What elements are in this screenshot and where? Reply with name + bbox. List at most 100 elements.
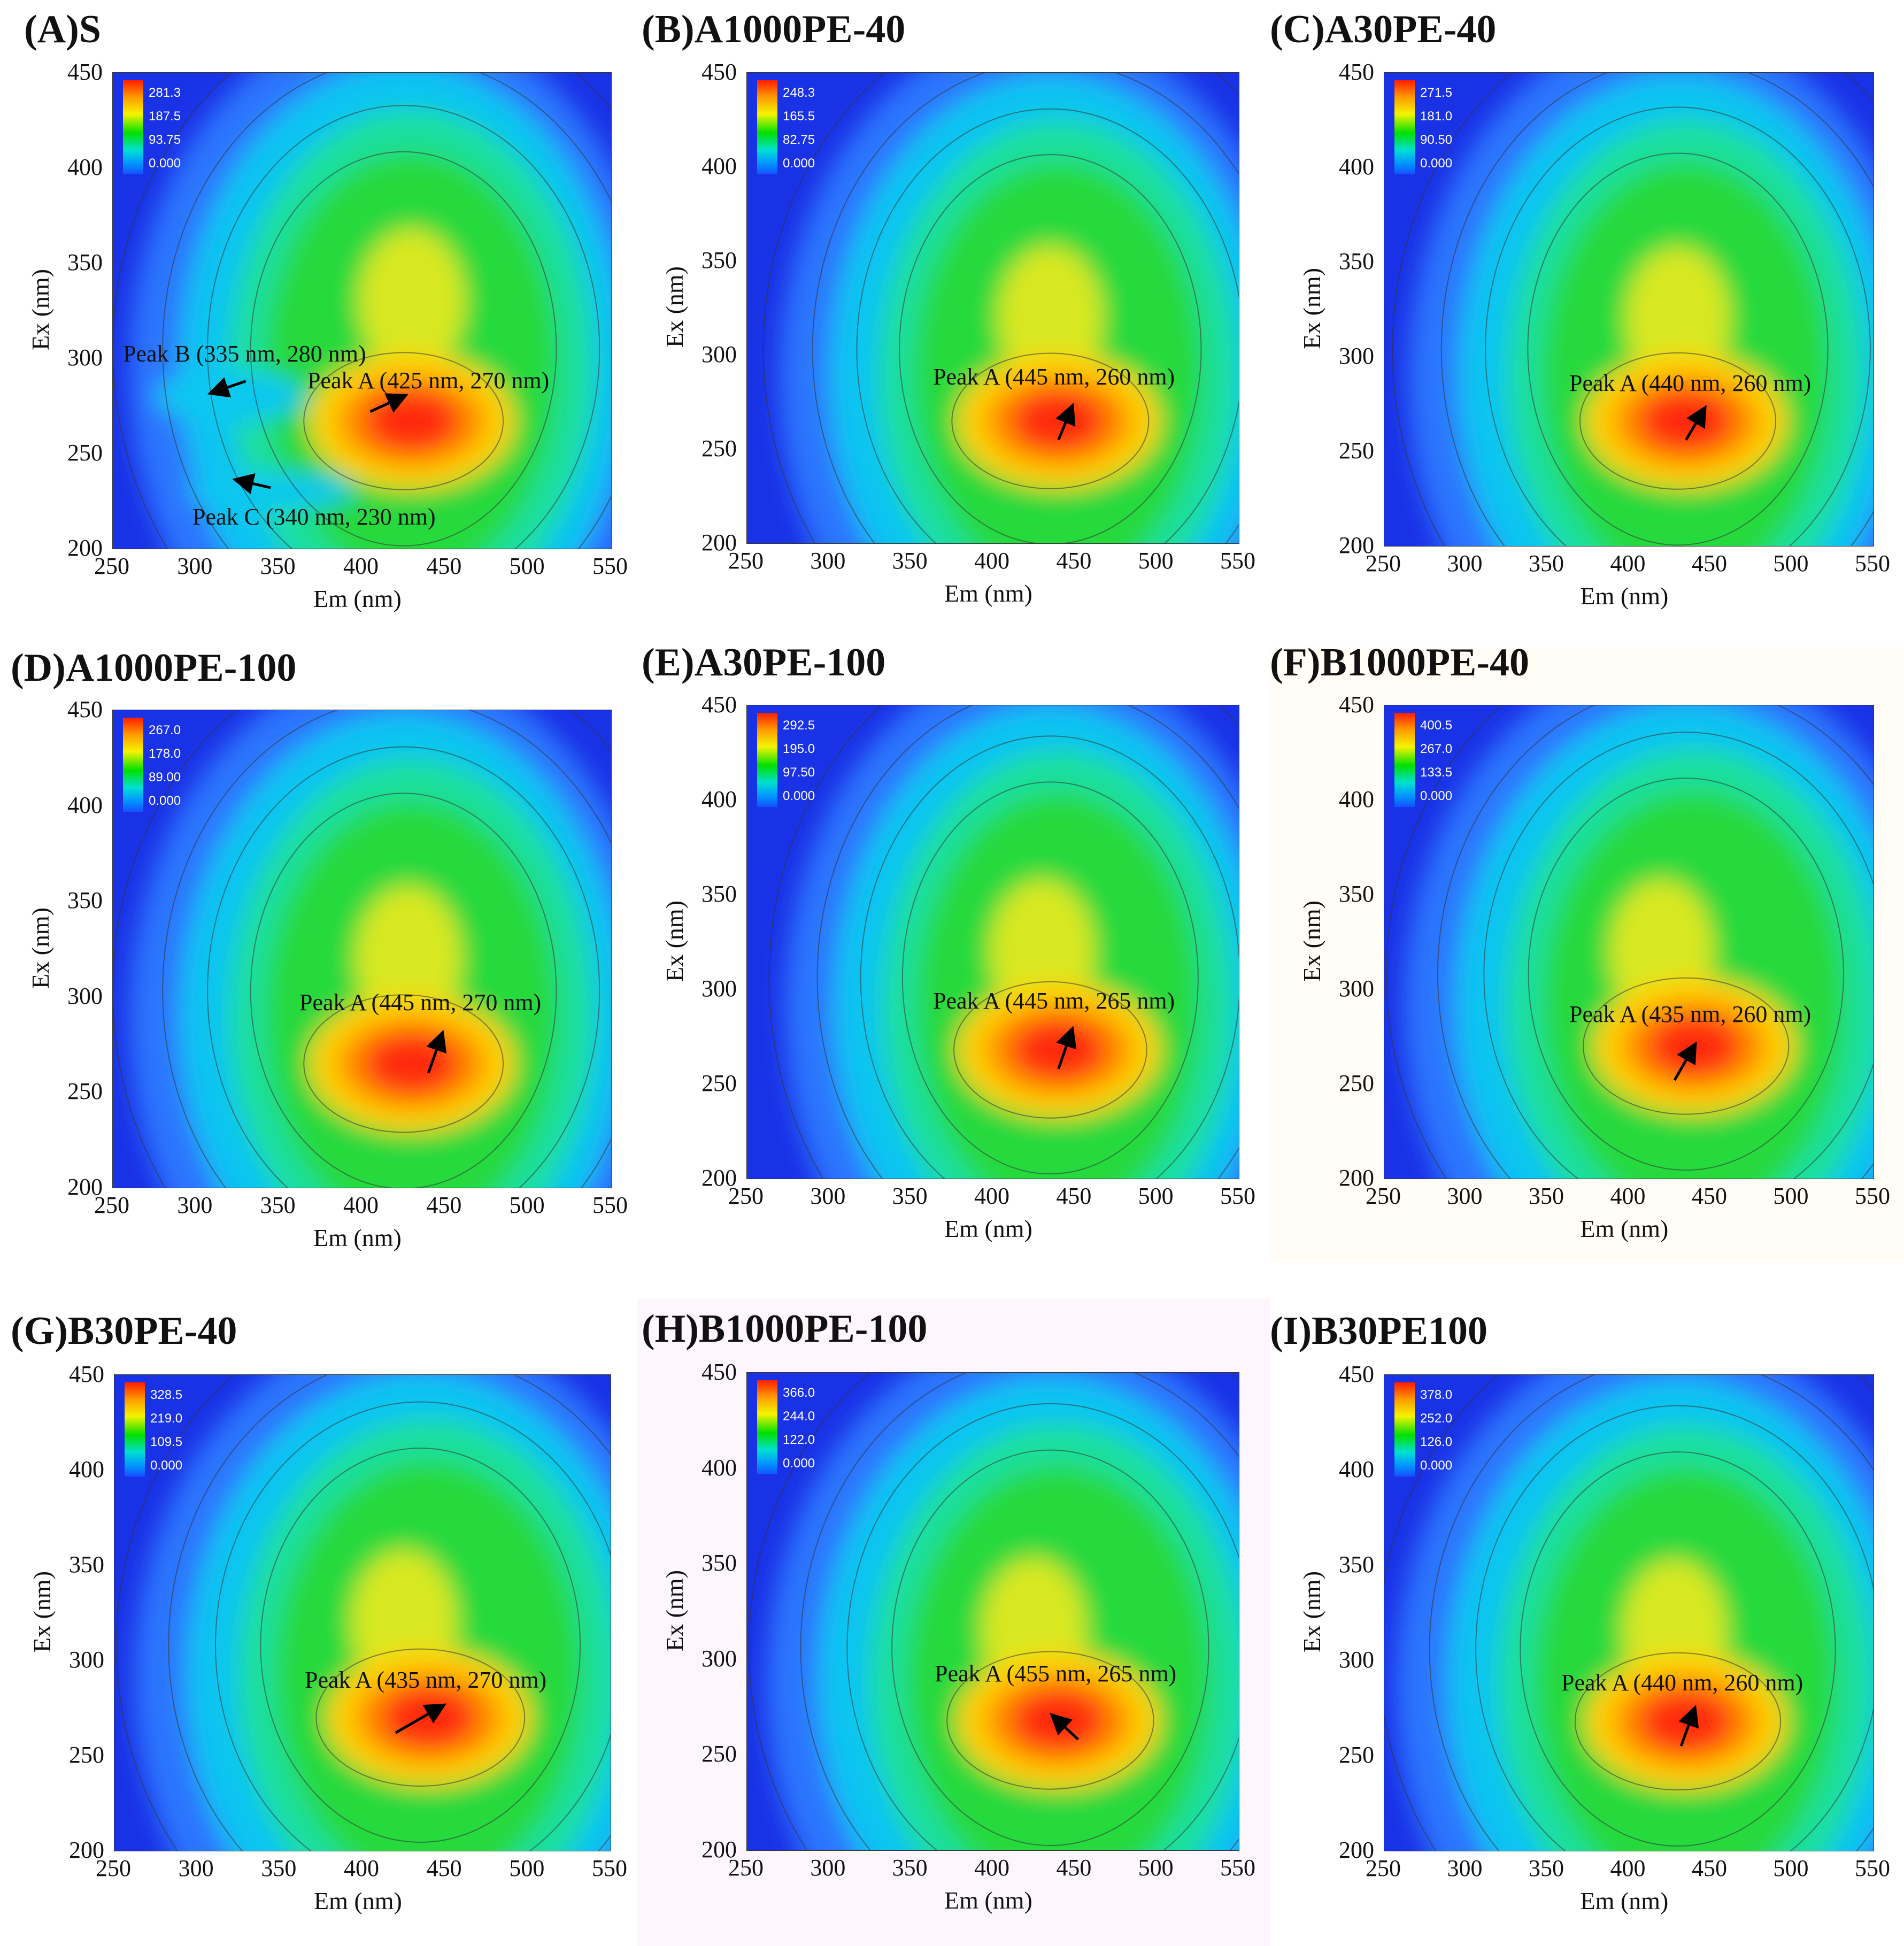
y-tick-label: 350	[1339, 881, 1374, 907]
contour-line	[953, 981, 1147, 1119]
contour-line	[856, 108, 1239, 543]
y-tick-label: 200	[1339, 1165, 1374, 1191]
x-axis-label: Em (nm)	[313, 1224, 402, 1251]
eem-contour-svg	[1392, 73, 1874, 546]
contour-line	[162, 73, 611, 549]
y-tick-label: 250	[67, 440, 103, 466]
peak-arrow	[1685, 405, 1707, 441]
y-tick-label: 250	[67, 1078, 103, 1105]
y-tick-label: 350	[702, 881, 737, 907]
peak-c-region	[187, 472, 354, 511]
x-tick-label: 400	[1610, 1855, 1646, 1881]
peak-a-core	[382, 1687, 475, 1748]
x-tick-label: 550	[1220, 1855, 1255, 1881]
colorbar	[123, 718, 143, 812]
y-tick-label: 300	[702, 975, 737, 1002]
x-tick-label: 500	[1773, 550, 1809, 576]
x-tick-label: 250	[96, 1855, 131, 1881]
x-tick-label: 350	[1529, 550, 1564, 576]
x-axis-label: Em (nm)	[1580, 1215, 1669, 1242]
eem-contour-svg	[768, 705, 1239, 1179]
x-tick-label: 350	[892, 1855, 928, 1881]
y-tick-label: 400	[69, 1456, 104, 1482]
x-axis-label: Em (nm)	[313, 585, 402, 612]
peak-arrow	[1055, 403, 1076, 441]
y-tick-label: 300	[702, 1645, 737, 1672]
contour-plot-area	[746, 72, 1239, 544]
colorbar-value: 244.0	[783, 1409, 815, 1424]
y-axis-label: Ex (nm)	[661, 900, 689, 982]
peak-arrow	[395, 1703, 447, 1734]
contour-line	[116, 1375, 611, 1851]
contour-line	[1579, 352, 1776, 490]
y-tick-label: 350	[702, 1550, 737, 1576]
y-axis-label: Ex (nm)	[27, 268, 55, 351]
contour-plot-area	[746, 1372, 1239, 1851]
x-tick-label: 250	[94, 1192, 129, 1218]
contour-plot-area	[112, 72, 612, 549]
contour-line	[1429, 1375, 1874, 1851]
panel-title: (C)A30PE-40	[1270, 7, 1497, 51]
y-tick-label: 300	[69, 1647, 104, 1673]
peak-annotation: Peak A (440 nm, 260 nm)	[1569, 370, 1812, 396]
colorbar-value: 378.0	[1420, 1388, 1453, 1402]
x-tick-label: 300	[1447, 1183, 1483, 1209]
x-axis-label: Em (nm)	[944, 1215, 1032, 1242]
contour-line	[1520, 1451, 1836, 1847]
x-axis-label: Em (nm)	[944, 580, 1032, 607]
y-tick-label: 200	[702, 529, 737, 556]
y-tick-label: 250	[1339, 437, 1374, 464]
contour-line	[1475, 1405, 1874, 1851]
x-tick-label: 250	[1366, 550, 1401, 576]
x-tick-label: 450	[1692, 1855, 1727, 1881]
panel-title: (I)B30PE100	[1270, 1309, 1487, 1353]
y-tick-label: 450	[1339, 1361, 1374, 1387]
x-tick-label: 250	[1366, 1183, 1401, 1209]
y-tick-label: 450	[69, 1361, 104, 1387]
eem-contour-svg	[113, 710, 611, 1188]
eem-contour-svg	[762, 73, 1239, 543]
contour-plot-area	[1384, 1374, 1874, 1851]
x-tick-label: 400	[344, 1855, 379, 1881]
y-axis-label: Ex (nm)	[661, 266, 689, 348]
colorbar-value: 90.50	[1420, 133, 1453, 147]
y-tick-label: 350	[67, 249, 103, 275]
colorbar-value: 0.000	[1420, 1458, 1453, 1473]
y-tick-label: 300	[67, 982, 103, 1009]
y-tick-label: 250	[702, 435, 737, 461]
y-tick-label: 350	[67, 887, 103, 914]
x-tick-label: 450	[1692, 550, 1727, 576]
colorbar-value: 0.000	[149, 156, 181, 171]
colorbar-value: 252.0	[1420, 1411, 1453, 1426]
panel-title: (D)A1000PE-100	[11, 646, 297, 690]
y-tick-label: 450	[1339, 59, 1374, 85]
colorbar-value: 0.000	[1420, 156, 1453, 171]
x-tick-label: 350	[1529, 1183, 1564, 1209]
colorbar-value: 271.5	[1420, 86, 1453, 100]
peak-arrow	[207, 377, 246, 398]
contour-plot-area	[112, 710, 612, 1188]
contour-line	[1574, 1652, 1782, 1791]
y-tick-label: 400	[67, 791, 103, 818]
y-tick-label: 200	[67, 1174, 103, 1200]
x-tick-label: 550	[592, 1855, 627, 1881]
colorbar-value: 82.75	[783, 133, 815, 147]
y-axis-label: Ex (nm)	[1298, 1571, 1326, 1653]
contour-line	[762, 73, 1239, 543]
contour-line	[749, 1373, 1239, 1850]
x-tick-label: 250	[728, 548, 764, 574]
peak-a-core	[365, 390, 459, 452]
y-tick-label: 250	[702, 1070, 737, 1096]
y-tick-label: 200	[702, 1836, 737, 1863]
upper-lobe	[358, 228, 465, 374]
contour-line	[891, 1449, 1209, 1847]
x-tick-label: 450	[1056, 1183, 1092, 1209]
x-tick-label: 550	[1855, 1183, 1890, 1209]
colorbar-value: 109.5	[150, 1435, 183, 1449]
contour-plot-area	[746, 705, 1239, 1179]
eem-contour-svg	[1385, 705, 1874, 1179]
peak-annotation: Peak A (440 nm, 260 nm)	[1561, 1670, 1803, 1696]
contour-line	[168, 1375, 611, 1851]
colorbar	[123, 80, 143, 174]
contour-line	[215, 1401, 611, 1851]
